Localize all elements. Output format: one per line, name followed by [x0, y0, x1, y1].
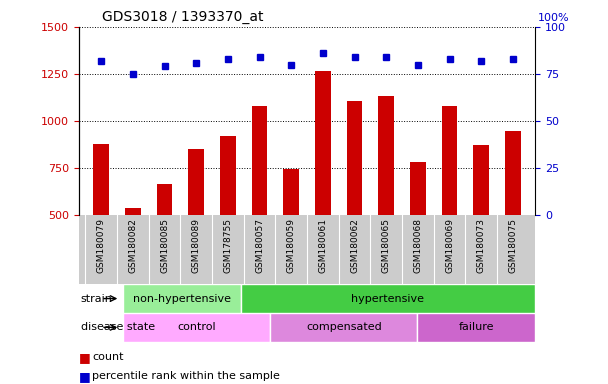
Bar	[123, 284, 241, 313]
Text: disease state: disease state	[80, 322, 154, 333]
Bar	[441, 106, 457, 215]
Text: GSM180057: GSM180057	[255, 218, 264, 273]
Text: compensated: compensated	[306, 322, 382, 333]
Bar	[283, 169, 299, 215]
Text: GSM178755: GSM178755	[223, 218, 232, 273]
Text: GSM180079: GSM180079	[97, 218, 106, 273]
Bar	[252, 106, 268, 215]
Bar	[417, 313, 535, 342]
Text: GSM180085: GSM180085	[160, 218, 169, 273]
Text: GSM180061: GSM180061	[319, 218, 327, 273]
Bar	[241, 284, 535, 313]
Bar	[220, 136, 236, 215]
Text: GSM180065: GSM180065	[382, 218, 391, 273]
Text: GSM180062: GSM180062	[350, 218, 359, 273]
Text: GSM180082: GSM180082	[128, 218, 137, 273]
Text: GSM180069: GSM180069	[445, 218, 454, 273]
Bar	[505, 131, 521, 215]
Text: control: control	[178, 322, 216, 333]
Text: GSM180073: GSM180073	[477, 218, 486, 273]
Text: count: count	[92, 352, 124, 362]
Text: non-hypertensive: non-hypertensive	[133, 293, 231, 304]
Text: failure: failure	[458, 322, 494, 333]
Bar	[473, 146, 489, 215]
Bar	[315, 71, 331, 215]
Bar	[93, 144, 109, 215]
Text: GSM180059: GSM180059	[287, 218, 295, 273]
Bar	[123, 313, 271, 342]
Bar	[378, 96, 394, 215]
Text: GSM180068: GSM180068	[413, 218, 423, 273]
Bar	[157, 184, 173, 215]
Text: hypertensive: hypertensive	[351, 293, 424, 304]
Text: GSM180089: GSM180089	[192, 218, 201, 273]
Text: strain: strain	[80, 293, 112, 304]
Bar	[271, 313, 417, 342]
Text: GDS3018 / 1393370_at: GDS3018 / 1393370_at	[102, 10, 263, 25]
Text: ■: ■	[79, 370, 95, 383]
Bar	[347, 101, 362, 215]
Text: ■: ■	[79, 351, 95, 364]
Text: 100%: 100%	[538, 13, 570, 23]
Bar	[125, 207, 141, 215]
Text: percentile rank within the sample: percentile rank within the sample	[92, 371, 280, 381]
Bar	[188, 149, 204, 215]
Text: GSM180075: GSM180075	[508, 218, 517, 273]
Bar	[410, 162, 426, 215]
